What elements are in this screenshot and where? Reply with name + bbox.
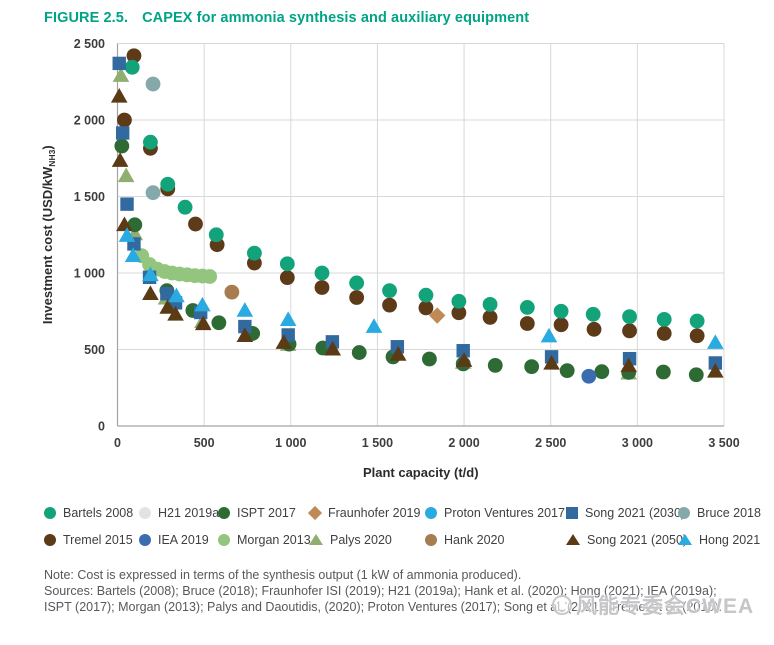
capex-scatter-chart: 0 500 1 000 1 500 2 000 2 500 0 500 1 000 1 500 2 …: [40, 37, 740, 480]
y-tick-label: 1 000: [74, 267, 105, 281]
legend-label: Hong 2021: [699, 532, 761, 547]
x-tick-label: 3 500: [708, 436, 739, 450]
legend-label: Hank 2020: [444, 532, 505, 547]
axes: [116, 43, 724, 427]
legend-label: Song 2021 (2030): [585, 505, 686, 520]
gridlines: [117, 43, 725, 427]
series-tremel-2015: [117, 48, 705, 344]
y-tick-label: 2 000: [74, 114, 105, 128]
series-fraunhofer-2019: [429, 307, 446, 324]
watermark: 风能专委会CWEA: [552, 590, 754, 620]
legend-label: ISPT 2017: [237, 505, 296, 520]
legend-item-song-2021-2050-: Song 2021 (2050): [566, 533, 687, 547]
circle-marker-icon: [139, 506, 151, 519]
legend-label: Proton Ventures 2017: [444, 505, 565, 520]
legend-item-bruce-2018: Bruce 2018: [678, 506, 761, 520]
series-bartels-2008: [124, 59, 705, 329]
legend-label: Morgan 2013: [237, 532, 311, 547]
legend-label: Song 2021 (2050): [587, 532, 688, 547]
legend-item-proton-ventures-2017: Proton Ventures 2017: [425, 506, 566, 520]
series-song-2021-2050-: [110, 87, 724, 378]
y-tick-label: 500: [84, 343, 105, 357]
sources-line-1: Sources: Bartels (2008); Bruce (2018); F…: [44, 584, 717, 598]
legend-item-fraunhofer-2019: Fraunhofer 2019: [307, 505, 425, 520]
x-tick-label: 1 000: [275, 436, 306, 450]
figure-caption: CAPEX for ammonia synthesis and auxiliar…: [142, 10, 530, 26]
legend-label: Bruce 2018: [697, 505, 761, 520]
y-tick-label: 1 500: [74, 190, 105, 204]
circle-marker-icon: [44, 533, 56, 546]
legend-label: Bartels 2008: [63, 505, 134, 520]
series-morgan-2013: [134, 248, 218, 284]
legend-item-h21-2019a: H21 2019a: [139, 505, 220, 520]
x-axis-title: Plant capacity (t/d): [363, 465, 479, 480]
legend-label: IEA 2019: [158, 532, 209, 547]
series-ispt-2017: [114, 138, 704, 383]
circle-marker-icon: [139, 533, 151, 546]
series-hank-2020: [224, 284, 240, 300]
series-hong-2021: [118, 227, 724, 349]
x-tick-label: 1 500: [362, 436, 393, 450]
legend-item-song-2021-2030-: Song 2021 (2030): [566, 506, 685, 520]
circle-marker-icon: [425, 533, 437, 546]
circle-marker-icon: [425, 506, 437, 519]
x-tick-label: 500: [194, 436, 215, 450]
square-marker-icon: [566, 506, 578, 519]
legend-item-hank-2020: Hank 2020: [425, 533, 566, 547]
x-tick-label: 2 500: [535, 436, 566, 450]
figure-number: FIGURE 2.5.: [44, 10, 129, 26]
legend-label: Palys 2020: [330, 532, 392, 547]
series-bruce-2018: [145, 76, 161, 201]
watermark-text: 风能专委会CWEA: [576, 595, 755, 618]
triangle-marker-icon: [566, 534, 580, 545]
note-line: Note: Cost is expressed in terms of the …: [44, 568, 522, 582]
circle-marker-icon: [218, 506, 230, 519]
legend-item-bartels-2008: Bartels 2008: [44, 506, 139, 520]
circle-marker-icon: [218, 533, 230, 546]
chart-legend: Bartels 2008 H21 2019a ISPT 2017 Fraunhofer…: [44, 499, 761, 553]
diamond-marker-icon: [307, 505, 323, 520]
triangle-marker-icon: [309, 534, 323, 545]
y-axis-title: Investment cost (USD/kWNH3): [40, 145, 57, 324]
circle-marker-icon: [678, 506, 690, 519]
watermark-face-icon: [552, 595, 572, 615]
x-tick-label: 3 000: [622, 436, 653, 450]
series-iea-2019: [581, 368, 597, 384]
legend-label: H21 2019a: [158, 505, 220, 520]
x-tick-label: 0: [114, 436, 121, 450]
legend-item-ispt-2017: ISPT 2017: [218, 506, 309, 520]
legend-item-iea-2019: IEA 2019: [139, 533, 218, 547]
legend-item-hong-2021: Hong 2021: [678, 533, 761, 547]
y-tick-label: 2 500: [74, 37, 105, 51]
legend-item-morgan-2013: Morgan 2013: [218, 532, 311, 547]
legend-label: Fraunhofer 2019: [328, 505, 421, 520]
legend-item-tremel-2015: Tremel 2015: [44, 533, 139, 547]
triangle-marker-icon: [678, 534, 692, 545]
y-tick-label: 0: [98, 420, 105, 434]
figure-title: FIGURE 2.5. CAPEX for ammonia synthesis a…: [44, 10, 529, 26]
x-tick-label: 2 000: [448, 436, 479, 450]
circle-marker-icon: [44, 506, 56, 519]
legend-item-palys-2020: Palys 2020: [309, 533, 425, 547]
legend-label: Tremel 2015: [63, 532, 133, 547]
